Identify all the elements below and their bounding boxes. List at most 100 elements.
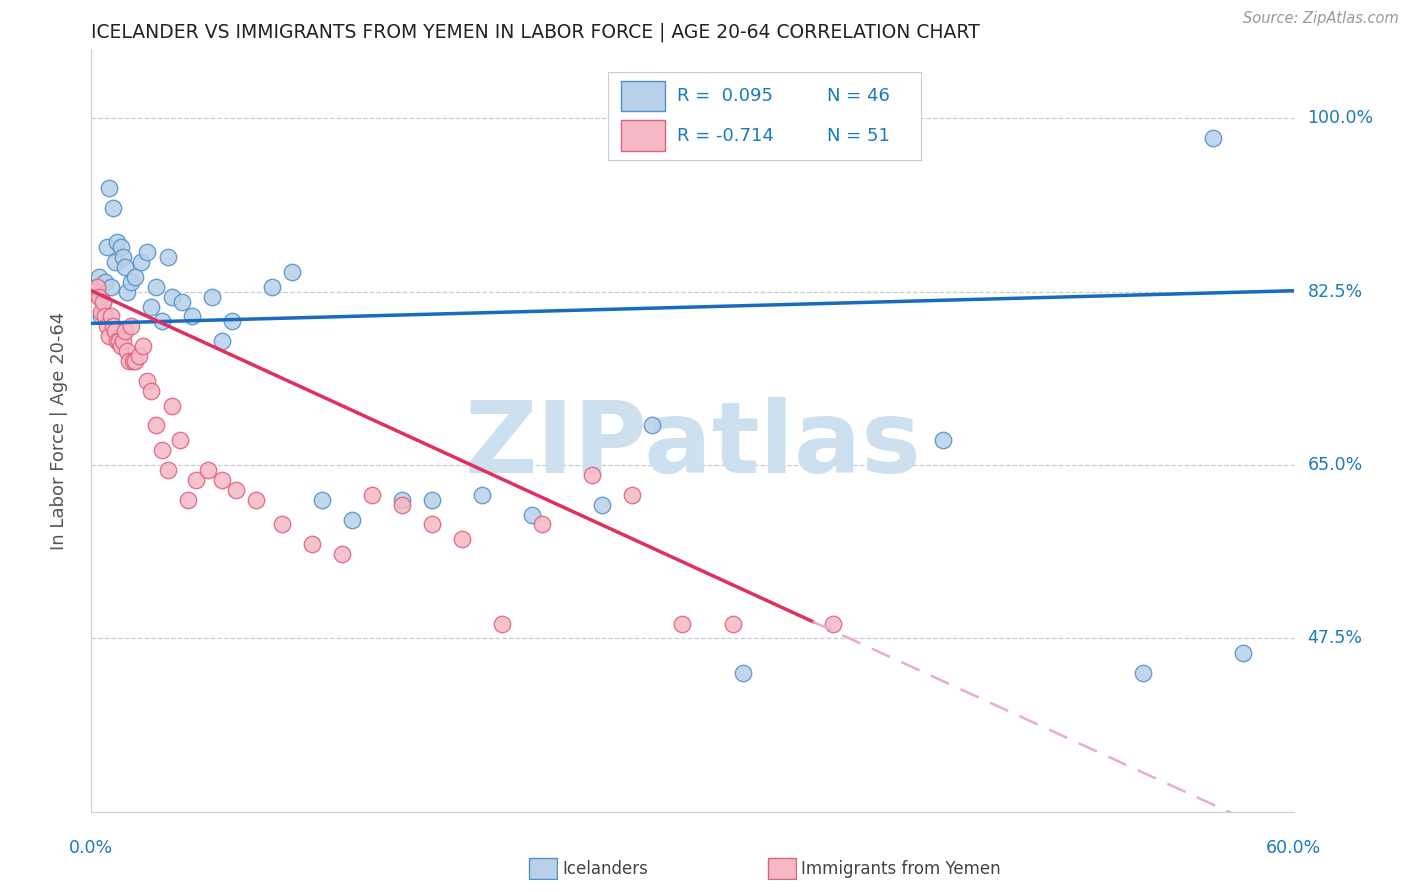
- Point: [107, 235, 129, 250]
- Point: [103, 319, 125, 334]
- Point: [108, 334, 131, 349]
- Text: 65.0%: 65.0%: [1308, 456, 1362, 474]
- Point: [311, 492, 333, 507]
- Point: [136, 374, 159, 388]
- Point: [100, 310, 122, 324]
- Text: 47.5%: 47.5%: [1308, 630, 1362, 648]
- Point: [721, 616, 744, 631]
- Text: ZIPatlas: ZIPatlas: [464, 397, 921, 494]
- Point: [86, 279, 108, 293]
- Point: [621, 488, 644, 502]
- Point: [150, 443, 173, 458]
- Point: [522, 508, 544, 522]
- Point: [471, 488, 494, 502]
- Point: [1232, 646, 1254, 660]
- Point: [1132, 666, 1154, 681]
- Point: [360, 488, 382, 502]
- Point: [160, 290, 183, 304]
- Point: [94, 310, 117, 324]
- Point: [671, 616, 693, 631]
- Point: [156, 250, 179, 264]
- Point: [581, 467, 603, 482]
- Text: 100.0%: 100.0%: [1308, 110, 1374, 128]
- Point: [98, 329, 121, 343]
- Point: [131, 255, 153, 269]
- Point: [90, 304, 112, 318]
- Text: Immigrants from Yemen: Immigrants from Yemen: [801, 860, 1001, 878]
- Text: 0.0%: 0.0%: [69, 839, 114, 857]
- Point: [114, 260, 136, 274]
- Point: [197, 463, 219, 477]
- Point: [118, 354, 141, 368]
- Point: [93, 294, 115, 309]
- Point: [141, 384, 163, 398]
- Point: [281, 265, 304, 279]
- Point: [821, 616, 844, 631]
- Point: [98, 180, 121, 194]
- Point: [211, 473, 233, 487]
- Point: [176, 492, 198, 507]
- Point: [117, 285, 139, 299]
- Point: [340, 512, 363, 526]
- Point: [89, 269, 111, 284]
- Point: [96, 240, 118, 254]
- Point: [420, 517, 443, 532]
- Point: [225, 483, 247, 497]
- Point: [86, 279, 108, 293]
- Point: [391, 498, 413, 512]
- Point: [591, 498, 613, 512]
- Point: [145, 418, 167, 433]
- Point: [141, 300, 163, 314]
- Point: [136, 245, 159, 260]
- Point: [420, 492, 443, 507]
- Text: Source: ZipAtlas.com: Source: ZipAtlas.com: [1243, 11, 1399, 26]
- Point: [110, 339, 132, 353]
- Point: [932, 434, 955, 448]
- Text: ICELANDER VS IMMIGRANTS FROM YEMEN IN LABOR FORCE | AGE 20-64 CORRELATION CHART: ICELANDER VS IMMIGRANTS FROM YEMEN IN LA…: [91, 22, 980, 42]
- Point: [94, 275, 117, 289]
- Point: [128, 349, 150, 363]
- Y-axis label: In Labor Force | Age 20-64: In Labor Force | Age 20-64: [49, 311, 67, 549]
- Text: Icelanders: Icelanders: [562, 860, 648, 878]
- Point: [121, 275, 143, 289]
- Point: [301, 537, 323, 551]
- Point: [90, 310, 112, 324]
- Text: 60.0%: 60.0%: [1265, 839, 1322, 857]
- Point: [112, 250, 135, 264]
- Point: [1202, 131, 1225, 145]
- Point: [145, 279, 167, 293]
- Point: [107, 334, 129, 349]
- Point: [156, 463, 179, 477]
- Point: [121, 319, 143, 334]
- Point: [160, 399, 183, 413]
- Point: [641, 418, 664, 433]
- Point: [330, 547, 353, 561]
- Point: [110, 240, 132, 254]
- Point: [731, 666, 754, 681]
- Point: [221, 314, 243, 328]
- Text: 82.5%: 82.5%: [1308, 283, 1362, 301]
- Point: [84, 285, 107, 299]
- Point: [122, 354, 145, 368]
- Point: [93, 294, 115, 309]
- Point: [180, 310, 202, 324]
- Point: [82, 285, 104, 299]
- Point: [100, 279, 122, 293]
- Point: [104, 324, 127, 338]
- Point: [245, 492, 267, 507]
- Point: [391, 492, 413, 507]
- Point: [112, 334, 135, 349]
- Point: [114, 324, 136, 338]
- Point: [103, 201, 125, 215]
- Point: [170, 294, 193, 309]
- Point: [132, 339, 155, 353]
- Point: [201, 290, 224, 304]
- Point: [169, 434, 191, 448]
- Point: [531, 517, 554, 532]
- Point: [104, 255, 127, 269]
- Point: [150, 314, 173, 328]
- Point: [260, 279, 283, 293]
- Point: [82, 285, 104, 299]
- Point: [451, 533, 474, 547]
- Point: [211, 334, 233, 349]
